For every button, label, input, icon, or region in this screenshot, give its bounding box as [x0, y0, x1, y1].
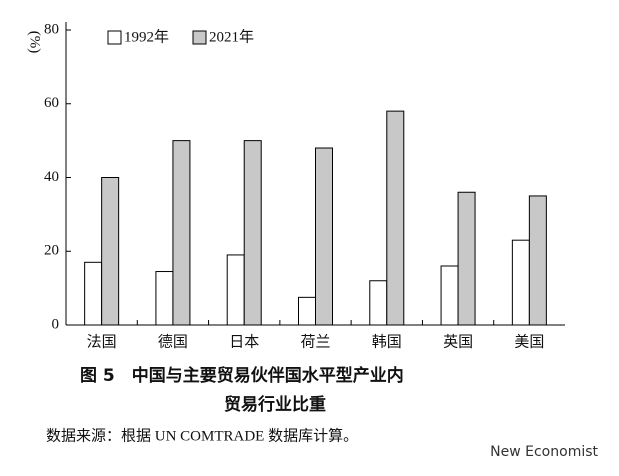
- legend-swatch: [107, 30, 122, 45]
- bar: [528, 195, 547, 326]
- x-tick-label: 法国: [87, 333, 117, 350]
- y-tick-label: 60: [44, 95, 59, 111]
- x-tick-label: 韩国: [372, 333, 402, 350]
- bar: [457, 191, 476, 326]
- chart-title: 贸易行业比重: [224, 394, 326, 415]
- bar: [243, 140, 262, 326]
- x-tick-label: 德国: [158, 332, 188, 350]
- x-tick-label: 日本: [229, 333, 259, 350]
- y-tick-label: 80: [44, 21, 59, 37]
- bar: [226, 254, 245, 326]
- legend-swatch: [192, 30, 207, 45]
- watermark: New Economist: [490, 444, 598, 460]
- y-tick-label: 40: [44, 169, 59, 185]
- legend-label: 2021年: [209, 28, 254, 45]
- x-tick-label: 荷兰: [300, 333, 330, 350]
- y-axis-label: (%): [27, 31, 43, 54]
- bar: [511, 239, 530, 326]
- bar: [101, 177, 120, 326]
- bar: [440, 265, 459, 326]
- bar: [315, 147, 333, 326]
- x-tick-label: 美国: [514, 333, 544, 350]
- legend-label: 1992年: [124, 28, 169, 45]
- source-note: 数据来源：根据 UN COMTRADE 数据库计算。: [46, 426, 358, 444]
- x-tick-label: 英国: [443, 332, 473, 350]
- y-tick-label: 20: [44, 243, 59, 259]
- bar: [155, 271, 174, 326]
- bar: [386, 110, 405, 326]
- chart-title: 图 5 中国与主要贸易伙伴国水平型产业内: [80, 365, 404, 386]
- bar: [369, 280, 388, 326]
- bar: [298, 296, 316, 326]
- y-tick-label: 0: [52, 316, 60, 332]
- bar: [172, 140, 191, 326]
- bar: [84, 261, 103, 326]
